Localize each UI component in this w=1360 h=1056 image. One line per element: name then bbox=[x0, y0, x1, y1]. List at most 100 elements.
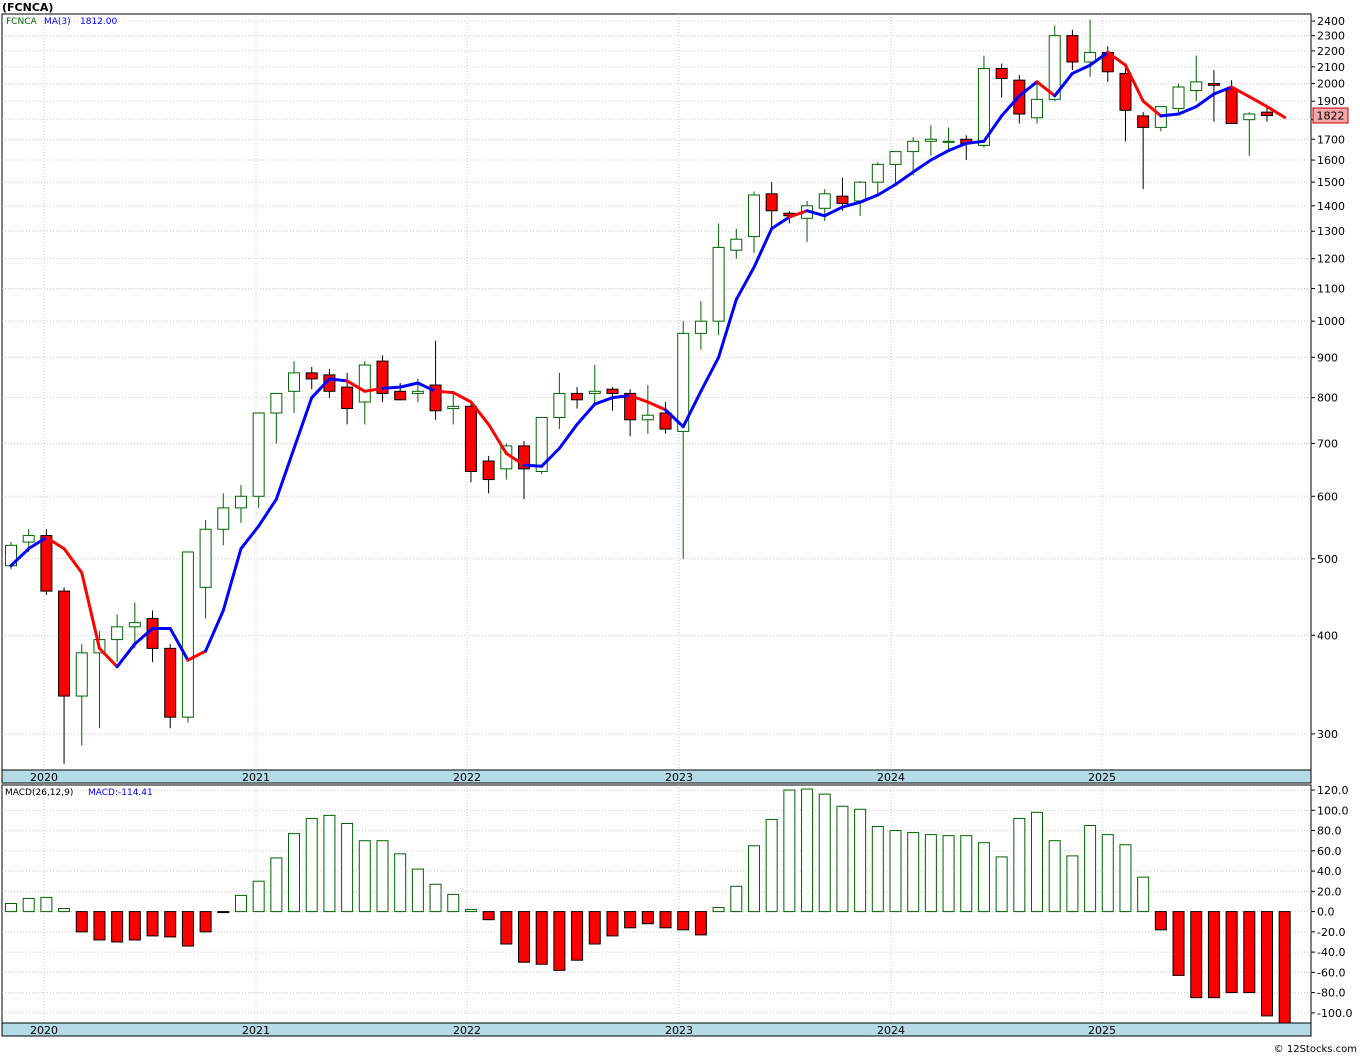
macd-bar bbox=[1172, 911, 1185, 976]
macd-bar bbox=[93, 911, 106, 941]
macd-bar bbox=[111, 911, 124, 943]
candle-body bbox=[358, 364, 371, 403]
ma3-segment bbox=[982, 114, 1004, 143]
price-panel: 300 400 500 600 700 800 900 1000 1100 1200 1300 140… bbox=[1, 13, 1349, 771]
candle-body bbox=[1031, 98, 1044, 119]
candle-body bbox=[995, 67, 1008, 79]
macd-bar bbox=[411, 868, 424, 913]
ma3-segment bbox=[1177, 105, 1198, 116]
candle bbox=[482, 455, 495, 494]
macd-bar bbox=[500, 911, 513, 945]
price-tick-label: 1200 bbox=[1317, 253, 1345, 266]
ma3-segment bbox=[717, 298, 738, 359]
candle bbox=[747, 191, 760, 254]
macd-panel: 120.0 100.0 80.0 60.0 40.0 20.0 0.0 -20.0 -40.0 -… bbox=[1, 784, 1352, 1028]
candle-body bbox=[1066, 35, 1079, 63]
candle bbox=[694, 301, 707, 350]
candle bbox=[1066, 29, 1079, 71]
candle-body bbox=[871, 163, 884, 183]
ma3-segment bbox=[487, 422, 508, 455]
macd-tick-label: 0.0 bbox=[1317, 906, 1335, 919]
macd-bar bbox=[394, 853, 407, 913]
price-x-tick-label: 2024 bbox=[877, 771, 905, 784]
macd-bar bbox=[288, 833, 301, 913]
macd-bar bbox=[75, 911, 88, 933]
candle-body bbox=[677, 332, 690, 432]
ma3-segment bbox=[593, 396, 614, 406]
candle-body bbox=[199, 528, 212, 588]
candle bbox=[1154, 106, 1167, 132]
ma3-segment bbox=[504, 451, 526, 467]
candle bbox=[429, 340, 442, 420]
candle bbox=[58, 587, 71, 764]
macd-bar bbox=[1084, 825, 1097, 913]
candle bbox=[765, 182, 778, 229]
ma3-segment bbox=[858, 193, 880, 204]
candle bbox=[889, 151, 902, 185]
macd-bar bbox=[995, 856, 1008, 913]
macd-bar bbox=[1101, 834, 1114, 913]
macd-bar bbox=[429, 883, 442, 913]
candle bbox=[164, 643, 177, 729]
candle bbox=[1048, 25, 1061, 102]
ma3-segment bbox=[929, 149, 951, 162]
candle bbox=[995, 63, 1008, 98]
macd-tick-label: -20.0 bbox=[1317, 926, 1345, 939]
legend-ma-label: MA(3) bbox=[44, 17, 71, 27]
macd-bar bbox=[1190, 911, 1203, 999]
candle-body bbox=[128, 622, 141, 628]
candle-body bbox=[288, 372, 301, 392]
ma3-segment bbox=[133, 626, 155, 646]
macd-bar bbox=[323, 814, 336, 913]
macd-bar bbox=[553, 911, 566, 971]
ma3-segment bbox=[434, 389, 455, 395]
candle-body bbox=[977, 67, 990, 146]
ma3-segment bbox=[204, 608, 225, 653]
macd-bar bbox=[305, 817, 318, 913]
macd-bar bbox=[58, 908, 71, 913]
candle-body bbox=[624, 392, 637, 421]
ma3-segment bbox=[257, 497, 278, 528]
ma3-segment bbox=[610, 394, 632, 400]
price-grid bbox=[2, 14, 1311, 770]
macd-bar bbox=[942, 835, 955, 913]
candle-body bbox=[712, 246, 725, 322]
ma3-segment bbox=[540, 446, 561, 468]
macd-bar bbox=[40, 896, 53, 913]
candle-body bbox=[571, 392, 584, 401]
macd-bar bbox=[146, 911, 159, 937]
candle bbox=[588, 364, 601, 407]
macd-x-tick-label: 2022 bbox=[453, 1024, 481, 1037]
macd-bar bbox=[588, 911, 601, 945]
ma3-segment bbox=[1088, 50, 1110, 67]
candle-body bbox=[482, 460, 495, 481]
macd-tick-label: 100.0 bbox=[1317, 804, 1349, 817]
candle bbox=[270, 392, 283, 444]
price-tick-label: 600 bbox=[1317, 490, 1338, 503]
ma3-segment bbox=[664, 408, 685, 429]
price-tick-label: 1900 bbox=[1317, 95, 1345, 108]
ma3-segment bbox=[787, 209, 809, 219]
candle-body bbox=[270, 392, 283, 414]
ma3-segment bbox=[1070, 63, 1092, 75]
price-tick-label: 300 bbox=[1317, 728, 1338, 741]
price-tick-label: 500 bbox=[1317, 553, 1338, 566]
candle-body bbox=[111, 626, 124, 641]
candle-body bbox=[535, 417, 548, 472]
candle-body bbox=[641, 414, 654, 421]
candle bbox=[128, 602, 141, 649]
macd-bar bbox=[270, 857, 283, 913]
candle-body bbox=[164, 647, 177, 718]
candle-body bbox=[659, 412, 672, 430]
price-tick-label: 1500 bbox=[1317, 176, 1345, 189]
ma3-segment bbox=[522, 463, 544, 468]
candle-body bbox=[234, 495, 247, 509]
candle bbox=[907, 137, 920, 176]
macd-bar bbox=[482, 911, 495, 921]
candle-body bbox=[924, 138, 937, 142]
macd-x-axis: 2020 2021 2022 2023 2024 2025 bbox=[30, 1024, 1116, 1037]
price-x-axis-bar bbox=[1, 769, 1312, 784]
macd-bar bbox=[358, 840, 371, 913]
macd-bar bbox=[1066, 855, 1079, 913]
macd-bar bbox=[1013, 817, 1026, 913]
